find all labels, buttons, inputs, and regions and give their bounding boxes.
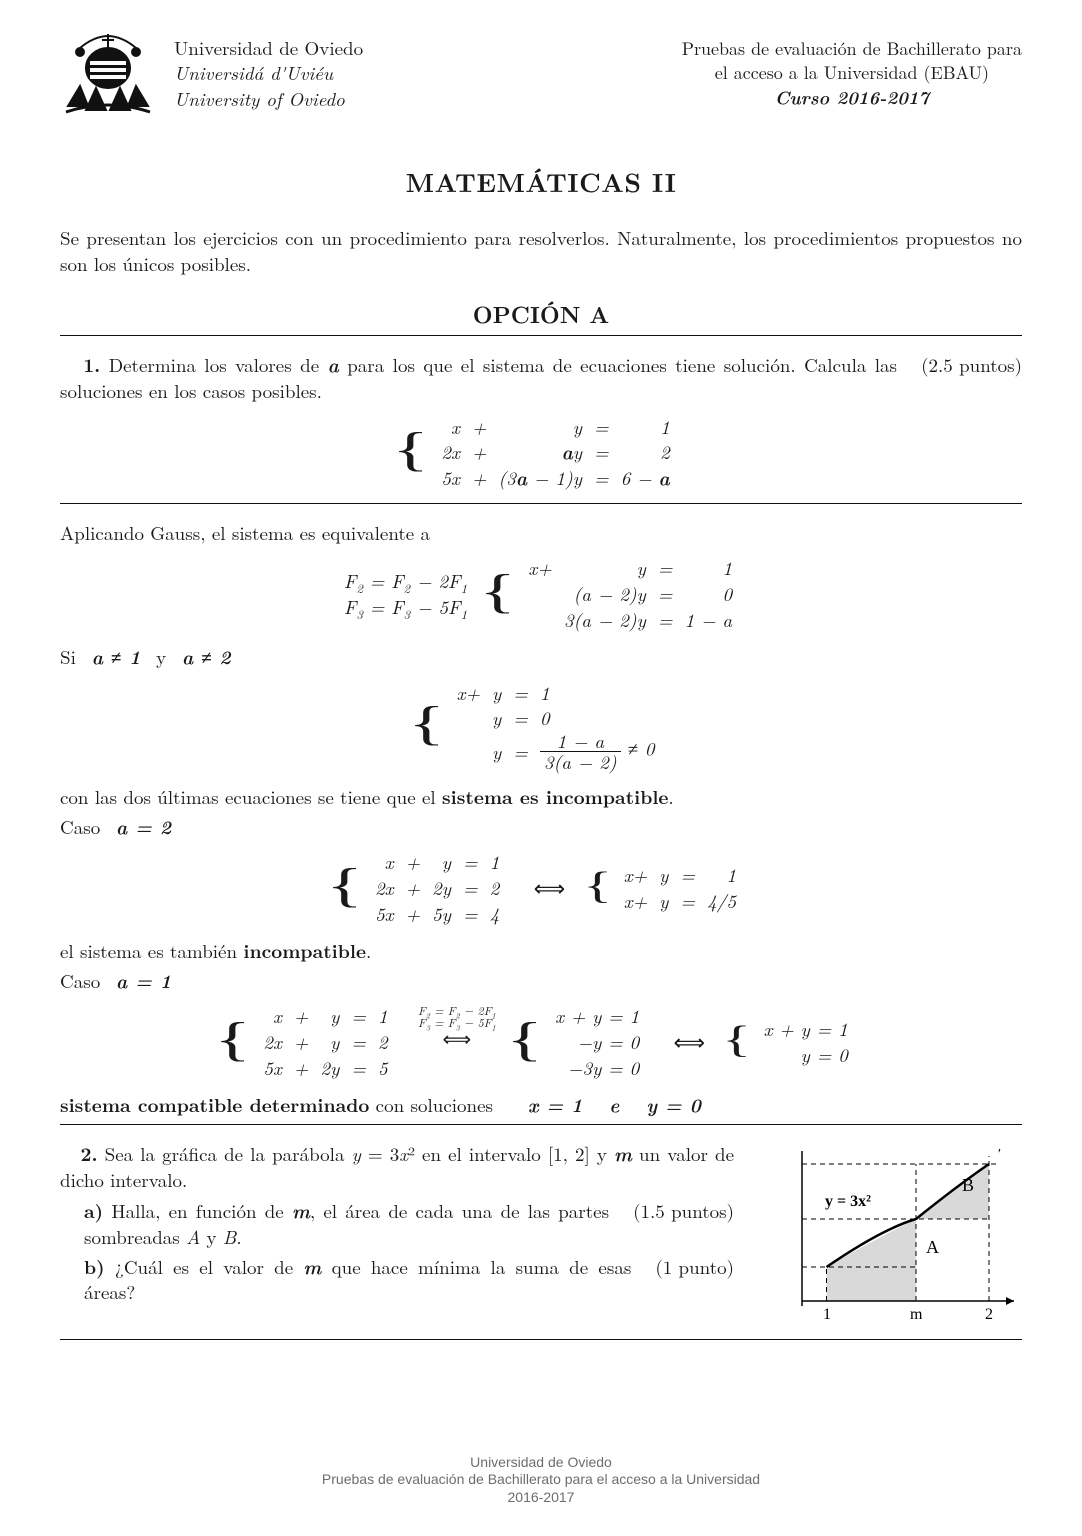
p2-num: 2. bbox=[81, 1139, 98, 1167]
p2a: a) Halla, en función de m, el área de ca… bbox=[84, 1198, 609, 1249]
p2b-lbl: b) bbox=[84, 1252, 105, 1280]
p1-gauss: Aplicando Gauss, el sistema es equivalen… bbox=[60, 520, 1022, 546]
p1-case1-right: x + y = 1 y = 0 bbox=[758, 1016, 854, 1067]
p1-sol: x = 1 e y = 0 bbox=[528, 1090, 701, 1118]
p1-incomp1a: con las dos últimas ecuaciones se tiene … bbox=[60, 783, 442, 810]
svg-text:B: B bbox=[962, 1175, 974, 1195]
p1-case1-mid: x + y = 1 −y = 0 −3y = 0 bbox=[549, 1003, 645, 1080]
p1-case1-systems: { x+y=1 2x+y=2 5x+2y=5 F2 = F2 − 2F1F3 =… bbox=[60, 1003, 1022, 1080]
rule bbox=[60, 1339, 1022, 1340]
svg-text:m: m bbox=[910, 1306, 923, 1321]
p1-incomp2: el sistema es también incompatible. bbox=[60, 938, 1022, 964]
row-ops: F2 = F2 − 2F1 F3 = F3 − 5F1 bbox=[344, 568, 467, 619]
p1-case2-systems: { x+y=1 2x+2y=2 5x+5y=4 ⟺ { x+y=1 x+y=4/… bbox=[60, 849, 1022, 926]
p1-compat: sistema compatible determinado bbox=[60, 1090, 369, 1118]
problem2-figure: y = 3x² A B 1 m 2 ′ bbox=[762, 1141, 1022, 1321]
exam-line1: Pruebas de evaluación de Bachillerato pa… bbox=[682, 37, 1022, 61]
uni-name-en: University of Oviedo bbox=[174, 86, 363, 112]
p1-ne-table: x+y=1 y=0 y= 1 − a3(a − 2) ≠ 0 bbox=[451, 680, 661, 772]
uni-name-ast: Universidá d'Uviéu bbox=[174, 60, 363, 86]
p1-system: { x+y=1 2x+ay=2 5x+(3a − 1)y=6 − a bbox=[60, 414, 1022, 491]
p1-incomp2a: el sistema es también bbox=[60, 937, 243, 964]
p1-incomp2b: incompatible bbox=[243, 936, 366, 964]
svg-text:y = 3x²: y = 3x² bbox=[825, 1193, 871, 1210]
rule bbox=[60, 335, 1022, 336]
intro-paragraph: Se presentan los ejercicios con un proce… bbox=[60, 225, 1022, 276]
header-left: Universidad de Oviedo Universidá d'Uviéu… bbox=[60, 28, 363, 118]
p2b: b) ¿Cuál es el valor de m que hace mínim… bbox=[84, 1254, 631, 1305]
p1-case2-left: x+y=1 2x+2y=2 5x+5y=4 bbox=[369, 849, 505, 926]
problem2-text: 2. Sea la gráfica de la parábola y = 3x²… bbox=[60, 1141, 734, 1305]
page-header: Universidad de Oviedo Universidá d'Uviéu… bbox=[60, 28, 1022, 118]
p2a-lbl: a) bbox=[84, 1196, 103, 1224]
p2-stmt-b: en el intervalo [1, 2] y bbox=[415, 1140, 614, 1167]
problem2: 2. Sea la gráfica de la parábola y = 3x²… bbox=[60, 1141, 1022, 1321]
p1-sol-lbl: con soluciones bbox=[369, 1091, 493, 1118]
problem1-text: 1. Determina los valores de a para los q… bbox=[60, 352, 897, 403]
problem1-statement: 1. Determina los valores de a para los q… bbox=[60, 352, 1022, 403]
p1-case1: Caso a = 1 bbox=[60, 968, 1022, 994]
p1-eq-table: x+y=1 2x+ay=2 5x+(3a − 1)y=6 − a bbox=[435, 414, 675, 491]
footer-l1: Universidad de Oviedo bbox=[0, 1454, 1082, 1472]
svg-text:A: A bbox=[926, 1237, 939, 1257]
exam-line2: el acceso a la Universidad (EBAU) bbox=[682, 61, 1022, 85]
p1-cond-ne: Si a ≠ 1 y a ≠ 2 bbox=[60, 644, 1022, 670]
p1-case1-left: x+y=1 2x+y=2 5x+2y=5 bbox=[257, 1003, 393, 1080]
labeled-iff: F2 = F2 − 2F1F3 = F3 − 5F1 ⟺ bbox=[418, 1005, 496, 1048]
p1-incomp1: con las dos últimas ecuaciones se tiene … bbox=[60, 784, 1022, 810]
p1-ne-system: { x+y=1 y=0 y= 1 − a3(a − 2) ≠ 0 bbox=[60, 680, 1022, 772]
p1-gauss-step: F2 = F2 − 2F1 F3 = F3 − 5F1 { x+y=1 (a −… bbox=[60, 555, 1022, 632]
footer-l3: 2016-2017 bbox=[0, 1489, 1082, 1507]
svg-text:2: 2 bbox=[985, 1306, 993, 1321]
university-crest-icon bbox=[60, 28, 156, 118]
p1-solution: sistema compatible determinado con soluc… bbox=[60, 1092, 1022, 1118]
uni-name-es: Universidad de Oviedo bbox=[174, 35, 363, 61]
rule bbox=[60, 503, 1022, 504]
p1-points: (2.5 puntos) bbox=[921, 352, 1022, 378]
p1-incomp1b: sistema es incompatible bbox=[442, 782, 668, 810]
rule bbox=[60, 1124, 1022, 1125]
p1-stmt-a: Determina los valores de bbox=[109, 351, 328, 378]
p1-case2-right: x+y=1 x+y=4/5 bbox=[618, 862, 742, 913]
p1-num: 1. bbox=[83, 350, 100, 378]
university-names: Universidad de Oviedo Universidá d'Uviéu… bbox=[174, 35, 363, 112]
p1-case2: Caso a = 2 bbox=[60, 814, 1022, 840]
svg-text:′: ′ bbox=[998, 1147, 1001, 1162]
p2-stmt-a: Sea la gráfica de la parábola bbox=[105, 1140, 352, 1167]
exam-course: Curso 2016-2017 bbox=[682, 85, 1022, 109]
svg-text:1: 1 bbox=[823, 1306, 831, 1321]
iff-icon: ⟺ bbox=[534, 873, 566, 903]
p2b-pts: (1 punto) bbox=[655, 1254, 734, 1280]
p1-gauss-table: x+y=1 (a − 2)y=0 3(a − 2)y=1 − a bbox=[522, 555, 738, 632]
header-right: Pruebas de evaluación de Bachillerato pa… bbox=[682, 37, 1022, 110]
footer-l2: Pruebas de evaluación de Bachillerato pa… bbox=[0, 1471, 1082, 1489]
page-title: MATEMÁTICAS II bbox=[60, 164, 1022, 199]
p2a-pts: (1.5 puntos) bbox=[633, 1198, 734, 1224]
option-heading: OPCIÓN A bbox=[60, 298, 1022, 329]
iff-icon: ⟺ bbox=[674, 1027, 706, 1057]
page-footer: Universidad de Oviedo Pruebas de evaluac… bbox=[0, 1454, 1082, 1507]
